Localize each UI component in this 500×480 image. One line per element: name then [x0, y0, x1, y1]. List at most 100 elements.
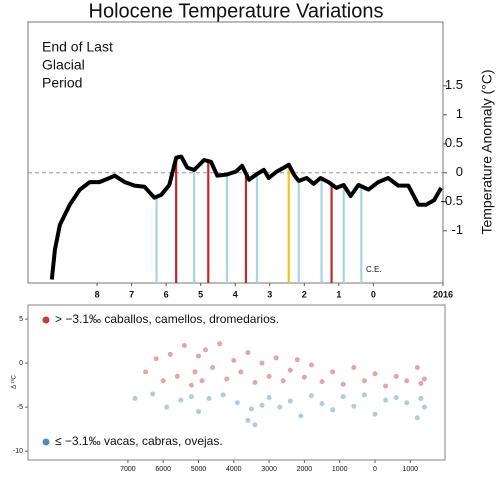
y-axis-label: Δ ¹³C	[12, 375, 18, 389]
point	[393, 394, 399, 400]
point	[330, 407, 336, 413]
x-tick-label: 7	[129, 289, 134, 299]
point	[421, 376, 427, 382]
point	[383, 383, 389, 389]
point	[188, 382, 194, 388]
point	[287, 367, 293, 373]
x-tick-label: 5	[198, 289, 203, 299]
x-tick-label: 2	[302, 289, 307, 299]
point	[308, 393, 314, 399]
point	[220, 392, 226, 398]
x-tick-label: 3000	[261, 466, 277, 473]
y-tick-label: 0	[19, 360, 23, 367]
point	[181, 343, 187, 349]
point	[414, 415, 420, 421]
y-tick-label: 1.5	[445, 77, 463, 92]
point	[245, 350, 251, 356]
y-tick-label: 0	[456, 164, 463, 179]
point	[340, 394, 346, 400]
point	[174, 373, 180, 379]
point	[203, 347, 209, 353]
point	[252, 422, 258, 428]
point	[210, 365, 216, 371]
point	[199, 378, 205, 384]
x-tick-label: 0	[371, 289, 376, 299]
x-tick-label: 8	[95, 289, 100, 299]
point	[252, 380, 258, 385]
point	[259, 402, 265, 408]
point	[319, 379, 325, 385]
point	[361, 392, 367, 398]
point	[340, 381, 346, 387]
x-tick-label: 4	[233, 289, 238, 299]
point	[234, 400, 240, 406]
x-tick-label: 1000	[332, 466, 348, 473]
legend-marker	[42, 438, 50, 446]
legend-label: > −3.1‰ caballos, camellos, dromedarios.	[55, 312, 279, 326]
y-tick-label: 1	[456, 106, 463, 121]
y-axis-label: Temperature Anomaly (°C)	[479, 69, 495, 234]
y-tick-label: 0.5	[445, 135, 463, 150]
point	[308, 362, 314, 368]
point	[330, 369, 336, 375]
y-tick-label: 5	[19, 316, 23, 323]
annotation: Period	[42, 75, 82, 91]
x-tick-label: 1	[336, 289, 341, 299]
x-tick-label: 7000	[120, 466, 136, 473]
annotation: Glacial	[42, 57, 85, 73]
point	[238, 369, 244, 375]
point	[361, 378, 367, 384]
point	[245, 417, 251, 423]
point	[231, 357, 237, 363]
point	[393, 373, 399, 379]
point	[195, 353, 201, 359]
legend-marker	[42, 316, 50, 324]
point	[188, 394, 194, 400]
point	[167, 351, 173, 357]
point	[372, 411, 378, 417]
note: C.E.	[366, 265, 382, 274]
point	[150, 391, 156, 397]
point	[217, 341, 223, 347]
y-tick-label: -5	[17, 404, 23, 411]
point	[143, 369, 149, 375]
point	[259, 360, 265, 366]
point	[298, 413, 304, 419]
point	[153, 356, 159, 362]
x-tick-label: 5000	[191, 466, 207, 473]
x-tick-label: 4000	[226, 466, 242, 473]
point	[351, 403, 357, 409]
point	[273, 355, 279, 361]
point	[178, 397, 184, 403]
x-tick-label: 3	[267, 289, 272, 299]
point	[414, 365, 420, 371]
point	[160, 378, 166, 384]
point	[418, 395, 424, 401]
top-plot-frame	[27, 21, 444, 284]
point	[266, 373, 272, 379]
point	[351, 365, 357, 371]
x-tick-label: 2000	[297, 466, 313, 473]
y-tick-label: -0.5	[441, 193, 463, 208]
x-tick-label: 6000	[155, 466, 171, 473]
bottom-plot-frame	[27, 304, 446, 461]
point	[277, 404, 283, 410]
point	[248, 406, 254, 412]
point	[266, 394, 272, 400]
y-tick-label: -1	[451, 222, 463, 237]
point	[319, 401, 325, 407]
point	[418, 380, 424, 386]
point	[404, 400, 410, 406]
point	[294, 357, 300, 363]
annotation: End of Last	[42, 39, 113, 55]
legend-label: ≤ −3.1‰ vacas, cabras, ovejas.	[55, 434, 223, 448]
point	[280, 378, 286, 384]
point	[132, 395, 138, 401]
point	[224, 376, 230, 382]
point	[164, 404, 170, 410]
point	[192, 369, 198, 375]
point	[301, 374, 307, 380]
x-tick-label: 6	[164, 289, 169, 299]
point	[287, 398, 293, 404]
